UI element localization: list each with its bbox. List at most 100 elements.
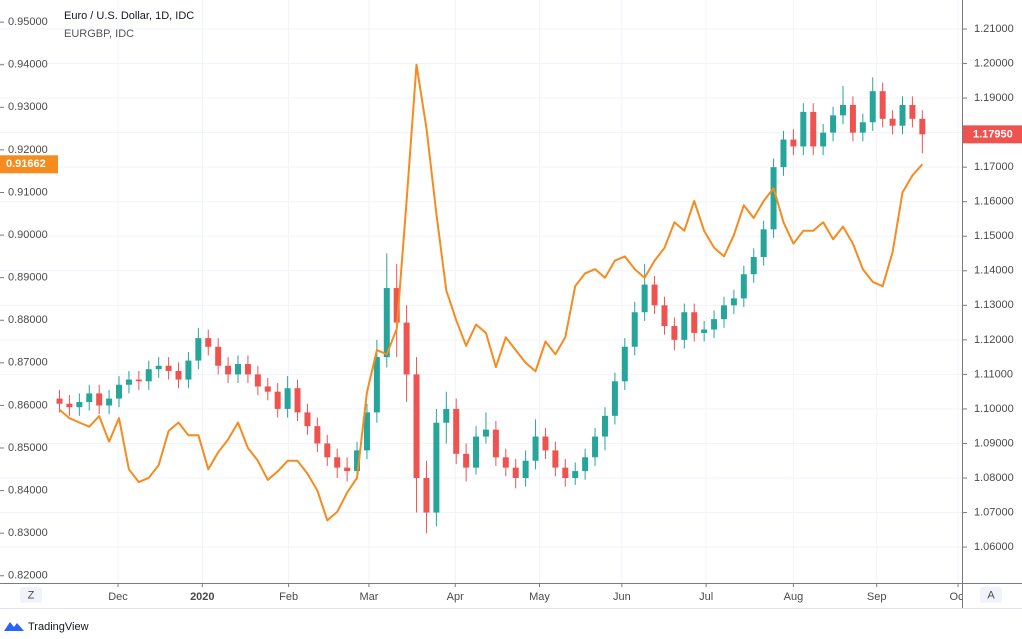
y-tick-label: 0.92000 bbox=[8, 144, 48, 156]
candle-body bbox=[681, 312, 688, 340]
candle-body bbox=[909, 104, 916, 119]
candle-body bbox=[730, 298, 737, 306]
last-value-label: 0.91662 bbox=[6, 158, 46, 170]
candle-body bbox=[512, 467, 519, 479]
candle-body bbox=[125, 379, 132, 385]
logo-icon bbox=[4, 622, 24, 631]
candle-body bbox=[76, 402, 83, 408]
y-tick-label: 0.89000 bbox=[8, 272, 48, 284]
y2-tick-label: 1.06000 bbox=[974, 541, 1014, 553]
candle-body bbox=[393, 288, 400, 323]
candle-body bbox=[849, 104, 856, 133]
candle-body bbox=[145, 369, 152, 382]
candle-body bbox=[423, 478, 430, 513]
candle-body bbox=[443, 408, 450, 423]
candle-body bbox=[324, 443, 331, 458]
y2-tick-label: 1.17000 bbox=[974, 161, 1014, 173]
y-tick-label: 0.94000 bbox=[8, 59, 48, 71]
y-tick-label: 0.85000 bbox=[8, 442, 48, 454]
candle-body bbox=[244, 364, 251, 375]
candle-body bbox=[274, 391, 281, 409]
candle-body bbox=[611, 381, 618, 416]
y2-tick-label: 1.20000 bbox=[974, 57, 1014, 69]
candle-body bbox=[195, 338, 202, 361]
candle-body bbox=[889, 118, 896, 126]
candle-body bbox=[165, 365, 172, 371]
candle-body bbox=[592, 436, 599, 458]
candle-body bbox=[175, 370, 182, 380]
candle-body bbox=[354, 450, 361, 472]
y2-tick-label: 1.13000 bbox=[974, 299, 1014, 311]
candle-body bbox=[294, 388, 301, 413]
candle-body bbox=[116, 384, 123, 399]
candle-body bbox=[701, 329, 708, 333]
candle-body bbox=[839, 104, 846, 116]
candle-body bbox=[344, 467, 351, 472]
y-tick-label: 0.86000 bbox=[8, 399, 48, 411]
candle-body bbox=[661, 305, 668, 327]
auto-button[interactable] bbox=[980, 587, 1002, 603]
candle-body bbox=[651, 284, 658, 306]
x-tick-label: Mar bbox=[359, 591, 378, 603]
candle-body bbox=[810, 111, 817, 147]
candle-body bbox=[135, 379, 142, 382]
candle-body bbox=[264, 386, 271, 392]
candle-body bbox=[631, 312, 638, 347]
y-tick-label: 0.95000 bbox=[8, 16, 48, 28]
y2-tick-label: 1.10000 bbox=[974, 403, 1014, 415]
candle-body bbox=[96, 393, 103, 406]
candle-body bbox=[671, 326, 678, 340]
candle-body bbox=[473, 436, 480, 468]
candle-body bbox=[830, 115, 837, 133]
y2-tick-label: 1.11000 bbox=[974, 368, 1013, 380]
y2-tick-label: 1.19000 bbox=[974, 92, 1014, 104]
y2-tick-label: 1.14000 bbox=[974, 265, 1014, 277]
candle-body bbox=[284, 388, 291, 409]
y-tick-label: 0.93000 bbox=[8, 101, 48, 113]
candle-body bbox=[453, 408, 460, 454]
candle-body bbox=[383, 288, 390, 358]
y2-tick-label: 1.08000 bbox=[974, 472, 1014, 484]
candle-body bbox=[879, 91, 886, 119]
last-price-box bbox=[963, 125, 1022, 144]
candle-body bbox=[314, 426, 321, 444]
x-tick-label: Apr bbox=[447, 591, 464, 603]
y2-tick-label: 1.15000 bbox=[974, 230, 1014, 242]
candle-body bbox=[413, 374, 420, 479]
candle-body bbox=[502, 457, 509, 468]
candle-body bbox=[711, 319, 718, 330]
last-price-label: 1.17950 bbox=[973, 128, 1013, 140]
auto-button-label[interactable]: A bbox=[987, 589, 995, 601]
x-tick-label: Oct bbox=[949, 591, 966, 603]
candle-body bbox=[532, 436, 539, 461]
y2-tick-label: 1.16000 bbox=[974, 196, 1014, 208]
x-tick-label: Jul bbox=[699, 591, 713, 603]
y-tick-label: 0.83000 bbox=[8, 527, 48, 539]
candle-body bbox=[899, 104, 906, 126]
candle-body bbox=[869, 91, 876, 123]
candle-body bbox=[363, 412, 370, 451]
candle-body bbox=[155, 365, 162, 370]
y-tick-label: 0.82000 bbox=[8, 570, 48, 582]
branding: TradingView bbox=[28, 621, 89, 633]
legend-compare: EURGBP, IDC bbox=[64, 28, 134, 40]
candle-body bbox=[750, 256, 757, 275]
candle-body bbox=[572, 471, 579, 479]
y-tick-label: 0.87000 bbox=[8, 357, 48, 369]
candle-body bbox=[800, 111, 807, 147]
candle-body bbox=[215, 346, 222, 366]
y2-tick-label: 1.21000 bbox=[974, 23, 1014, 35]
candle-body bbox=[106, 398, 113, 406]
candle-body bbox=[740, 274, 747, 299]
candle-body bbox=[601, 415, 608, 437]
zoom-button[interactable] bbox=[20, 587, 42, 603]
candle-body bbox=[304, 412, 311, 427]
x-tick-label: 2020 bbox=[190, 591, 214, 603]
y-tick-label: 0.84000 bbox=[8, 484, 48, 496]
candle-body bbox=[522, 460, 529, 479]
zoom-button-label[interactable]: Z bbox=[28, 589, 35, 601]
candle-body bbox=[86, 393, 93, 403]
candle-body bbox=[433, 422, 440, 513]
